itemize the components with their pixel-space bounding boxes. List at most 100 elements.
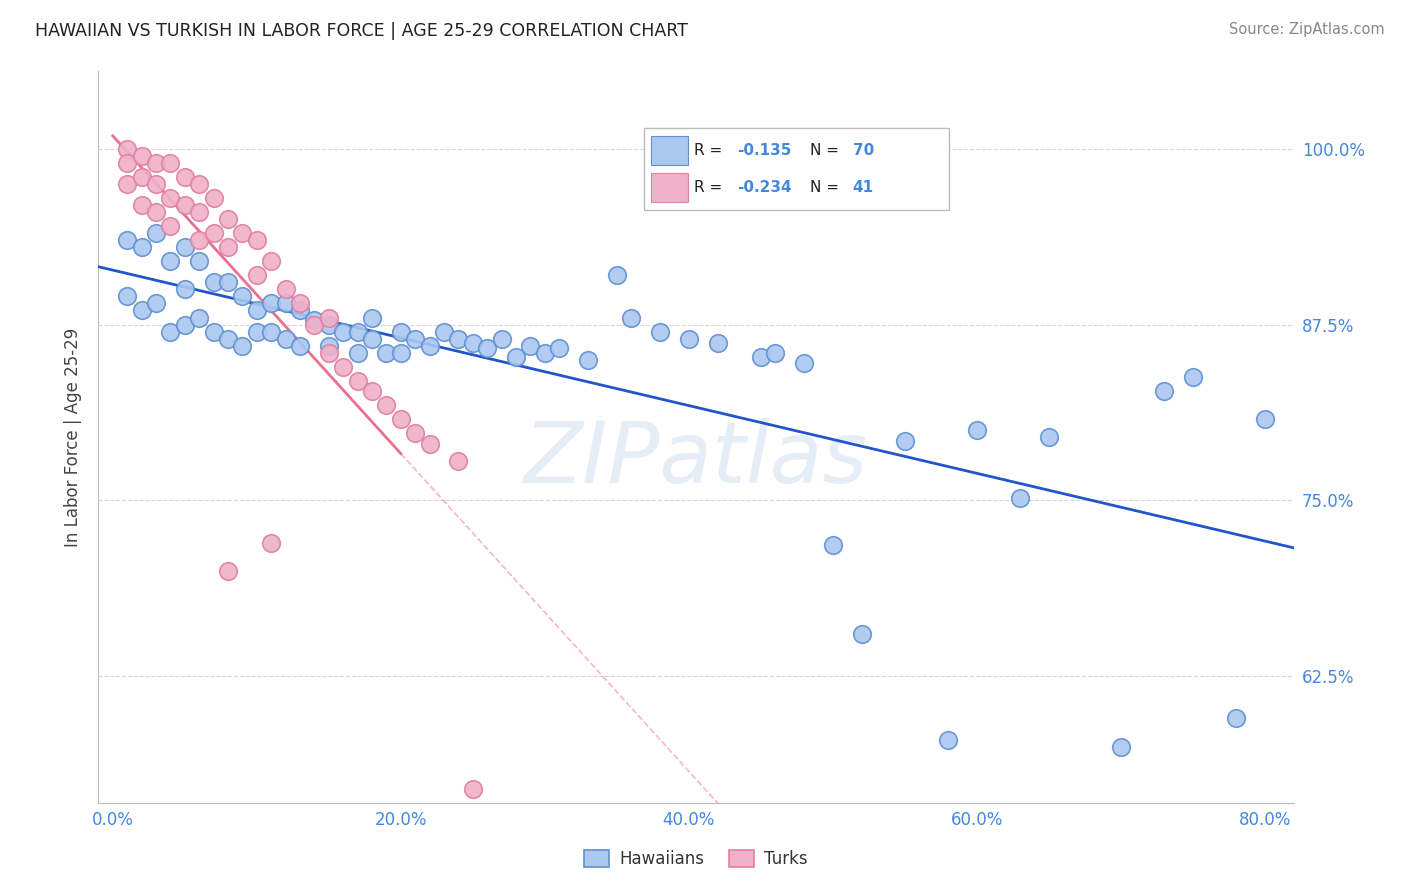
Point	[115, 233, 138, 247]
Point	[433, 325, 456, 339]
Point	[447, 332, 470, 346]
Point	[519, 338, 541, 352]
Point	[505, 350, 527, 364]
Point	[375, 345, 398, 359]
Point	[159, 254, 181, 268]
Point	[145, 296, 167, 310]
Point	[419, 338, 441, 352]
Point	[332, 325, 354, 339]
Legend: Hawaiians, Turks: Hawaiians, Turks	[578, 844, 814, 875]
Point	[188, 177, 211, 191]
Point	[274, 332, 297, 346]
Point	[131, 303, 153, 318]
Point	[246, 325, 269, 339]
Point	[159, 219, 181, 233]
Point	[260, 254, 283, 268]
Point	[851, 627, 873, 641]
Point	[648, 325, 671, 339]
Point	[188, 233, 211, 247]
Text: HAWAIIAN VS TURKISH IN LABOR FORCE | AGE 25-29 CORRELATION CHART: HAWAIIAN VS TURKISH IN LABOR FORCE | AGE…	[35, 22, 688, 40]
Text: N =: N =	[810, 143, 839, 158]
Point	[763, 345, 786, 359]
Point	[131, 169, 153, 184]
Point	[1008, 491, 1031, 505]
Point	[159, 191, 181, 205]
Point	[620, 310, 643, 325]
Point	[217, 212, 239, 227]
Point	[231, 289, 253, 303]
Point	[260, 325, 283, 339]
Point	[749, 350, 772, 364]
Text: Source: ZipAtlas.com: Source: ZipAtlas.com	[1229, 22, 1385, 37]
Point	[173, 198, 195, 212]
Point	[318, 310, 340, 325]
Point	[361, 310, 384, 325]
Point	[188, 310, 211, 325]
Y-axis label: In Labor Force | Age 25-29: In Labor Force | Age 25-29	[65, 327, 83, 547]
Point	[461, 781, 484, 796]
Point	[115, 289, 138, 303]
Point	[706, 335, 728, 350]
Point	[1254, 411, 1277, 425]
Point	[419, 437, 441, 451]
Point	[893, 434, 915, 449]
Point	[173, 282, 195, 296]
Point	[361, 384, 384, 398]
Point	[1109, 739, 1132, 754]
Point	[202, 226, 225, 240]
Point	[678, 332, 700, 346]
Point	[115, 142, 138, 156]
Point	[793, 355, 815, 369]
Point	[318, 318, 340, 332]
Point	[477, 342, 499, 356]
Point	[260, 296, 283, 310]
Text: 70: 70	[852, 143, 875, 158]
Point	[145, 177, 167, 191]
Point	[131, 149, 153, 163]
Text: N =: N =	[810, 180, 839, 194]
Point	[318, 338, 340, 352]
Point	[145, 205, 167, 219]
Point	[159, 325, 181, 339]
Point	[115, 177, 138, 191]
Point	[304, 313, 326, 327]
Point	[288, 303, 311, 318]
Text: -0.234: -0.234	[737, 180, 792, 194]
Point	[173, 169, 195, 184]
Point	[159, 155, 181, 169]
Point	[821, 538, 844, 552]
Point	[145, 226, 167, 240]
Point	[346, 325, 368, 339]
Bar	[651, 136, 688, 165]
Point	[217, 564, 239, 578]
Point	[246, 303, 269, 318]
Point	[346, 374, 368, 388]
Point	[217, 332, 239, 346]
Point	[548, 342, 571, 356]
Point	[246, 268, 269, 283]
Point	[606, 268, 628, 283]
Text: R =: R =	[695, 143, 727, 158]
Point	[1038, 430, 1060, 444]
Text: R =: R =	[695, 180, 727, 194]
Point	[217, 240, 239, 254]
Point	[231, 226, 253, 240]
Point	[404, 332, 426, 346]
Point	[217, 276, 239, 290]
Point	[288, 296, 311, 310]
Point	[318, 345, 340, 359]
Point	[246, 233, 269, 247]
Point	[173, 240, 195, 254]
FancyBboxPatch shape	[644, 128, 949, 211]
Point	[346, 345, 368, 359]
Point	[389, 325, 412, 339]
Text: -0.135: -0.135	[737, 143, 792, 158]
Point	[389, 411, 412, 425]
Point	[304, 318, 326, 332]
Point	[288, 338, 311, 352]
Point	[404, 425, 426, 440]
Point	[131, 240, 153, 254]
Point	[361, 332, 384, 346]
Point	[375, 398, 398, 412]
Bar	[651, 173, 688, 202]
